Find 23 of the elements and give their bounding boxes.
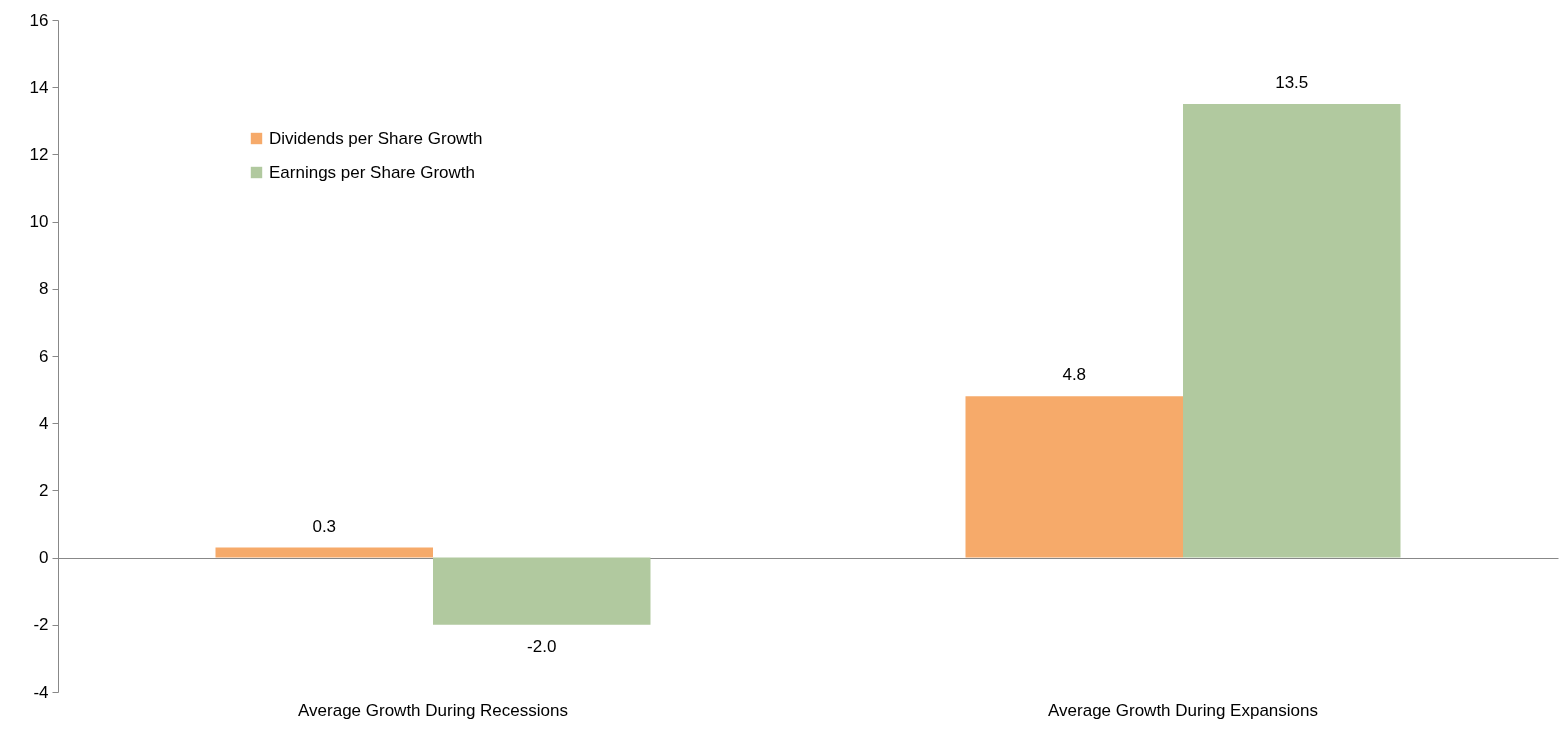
y-tick-label: 10	[29, 212, 49, 232]
y-tick-label: 0	[39, 548, 49, 568]
y-tick-label: 12	[29, 144, 49, 164]
data-label: 13.5	[1275, 73, 1309, 92]
bar	[215, 547, 433, 558]
y-tick-label: -2	[33, 615, 49, 635]
bar	[965, 396, 1183, 558]
data-label: -2.0	[527, 636, 557, 656]
y-tick-label: 14	[29, 77, 49, 97]
y-tick-label: 4	[39, 413, 49, 433]
legend-label: Earnings per Share Growth	[269, 162, 475, 182]
y-tick-label: -4	[33, 682, 49, 702]
bar	[433, 557, 651, 625]
y-tick-label: 2	[39, 480, 49, 500]
legend-label: Dividends per Share Growth	[269, 128, 483, 148]
bar	[1183, 104, 1401, 558]
x-tick-label: Average Growth During Expansions	[1048, 700, 1318, 720]
y-tick-label: 6	[39, 346, 49, 366]
data-label: 4.8	[1062, 365, 1087, 385]
y-tick-label: 16	[29, 10, 49, 30]
x-tick-label: Average Growth During Recessions	[298, 700, 568, 720]
data-label: 0.3	[312, 516, 337, 536]
y-tick-label: 8	[39, 279, 49, 299]
